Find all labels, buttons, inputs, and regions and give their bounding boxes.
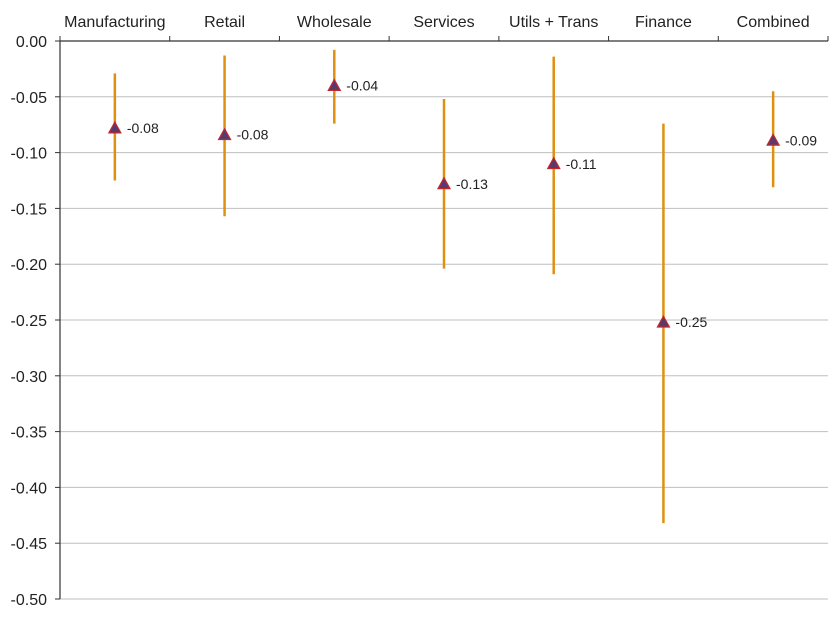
data-point-6 — [766, 133, 781, 146]
data-label-1: -0.08 — [237, 127, 269, 143]
data-point-1 — [217, 127, 232, 141]
category-label-6: Combined — [737, 14, 810, 31]
data-label-2: -0.04 — [346, 78, 378, 94]
category-label-4: Utils + Trans — [509, 14, 598, 31]
data-label-0: -0.08 — [127, 120, 159, 136]
y-tick-label-0: 0.00 — [16, 34, 47, 51]
data-point-3 — [436, 176, 452, 190]
data-point-5 — [656, 314, 671, 328]
y-tick-label-2: -0.10 — [11, 146, 48, 163]
y-tick-label-6: -0.30 — [11, 369, 48, 386]
data-label-6: -0.09 — [785, 132, 817, 148]
category-label-0: Manufacturing — [64, 14, 165, 31]
data-point-4 — [546, 156, 561, 170]
y-axis: 0.00 -0.05 -0.10 -0.15 -0.20 -0.25 -0.30 -0.35 -… — [11, 34, 61, 609]
category-label-5: Finance — [635, 14, 692, 31]
grid-lines — [60, 96, 828, 600]
chart-marks: -0.08 -0.08 -0.04 -0.13 -0.11 -0.25 -0.09 — [107, 49, 817, 524]
x-axis: Manufacturing Retail Wholesale Services Util… — [59, 14, 829, 42]
category-label-2: Wholesale — [297, 14, 372, 31]
y-tick-label-4: -0.20 — [11, 257, 48, 274]
data-label-4: -0.11 — [566, 156, 597, 172]
category-label-3: Services — [413, 14, 474, 31]
y-tick-label-5: -0.25 — [11, 313, 48, 330]
data-point-0 — [107, 120, 122, 134]
data-point-2 — [327, 78, 342, 92]
y-tick-label-3: -0.15 — [11, 201, 48, 218]
data-label-5: -0.25 — [675, 314, 707, 330]
y-tick-label-8: -0.40 — [11, 480, 48, 497]
y-tick-label-7: -0.35 — [11, 425, 48, 442]
category-label-1: Retail — [204, 14, 245, 31]
y-tick-label-1: -0.05 — [11, 90, 48, 107]
y-tick-label-10: -0.50 — [11, 592, 48, 609]
y-tick-label-9: -0.45 — [11, 536, 48, 553]
data-label-3: -0.13 — [456, 176, 488, 192]
